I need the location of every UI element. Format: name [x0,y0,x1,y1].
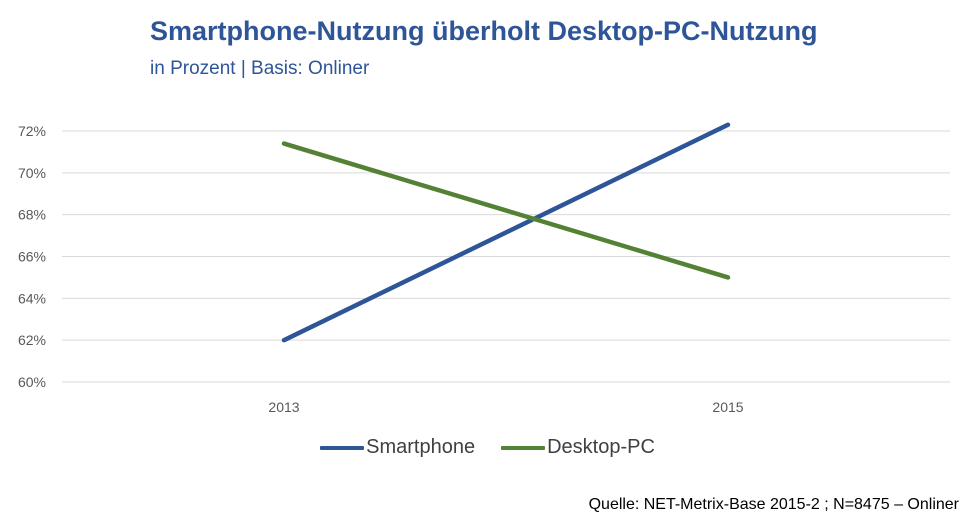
x-tick-label: 2013 [268,399,299,415]
y-axis-ticks: 60% 62% 64% 66% 68% 70% 72% [18,123,46,390]
x-axis-ticks: 2013 2015 [268,399,743,415]
legend-swatch [501,445,546,450]
series-line-smartphone [281,122,731,343]
chart-title: Smartphone-Nutzung überholt Desktop-PC-N… [150,16,818,46]
legend: Smartphone Desktop-PC [0,436,975,459]
legend-item-desktop-pc: Desktop-PC [501,436,655,459]
y-tick-label: 60% [18,374,46,390]
y-tick-label: 70% [18,165,46,181]
series-lines [281,122,731,343]
y-tick-label: 72% [18,123,46,139]
chart-subtitle: in Prozent | Basis: Onliner [150,58,370,79]
source-note: Quelle: NET-Metrix-Base 2015-2 ; N=8475 … [588,496,959,513]
y-tick-label: 68% [18,207,46,223]
legend-item-smartphone: Smartphone [320,436,475,459]
y-tick-label: 66% [18,249,46,265]
gridlines [62,130,950,383]
legend-swatch [320,445,365,450]
x-tick-label: 2015 [712,399,743,415]
y-tick-label: 64% [18,290,46,306]
y-tick-label: 62% [18,332,46,348]
legend-label: Desktop-PC [547,436,655,458]
series-line-desktop-pc [281,141,731,280]
legend-label: Smartphone [366,436,476,458]
